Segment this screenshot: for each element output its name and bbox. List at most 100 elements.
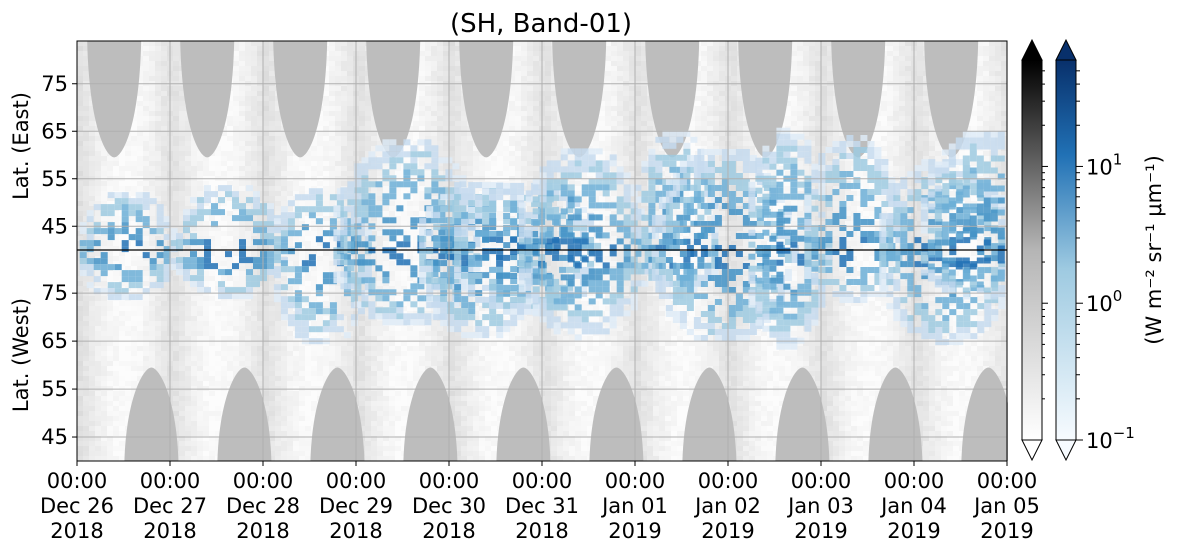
heatmap-cell [77, 416, 83, 421]
heatmap-cell [221, 321, 227, 326]
heatmap-cell [407, 371, 413, 376]
heatmap-cell [143, 111, 149, 116]
heatmap-cell [431, 196, 437, 201]
heatmap-cell [215, 216, 221, 221]
heatmap-cell [395, 366, 401, 371]
heatmap-cell [383, 211, 389, 216]
heatmap-cell [161, 191, 167, 196]
heatmap-cell [77, 451, 83, 456]
heatmap-cell [233, 371, 239, 376]
heatmap-cell [413, 361, 419, 366]
heatmap-cell [83, 156, 89, 161]
heatmap-cell [263, 126, 269, 131]
heatmap-cell [425, 356, 431, 361]
heatmap-cell [329, 126, 335, 131]
heatmap-cell [209, 376, 215, 381]
heatmap-cell [347, 96, 353, 101]
heatmap-cell [89, 341, 95, 346]
heatmap-cell [287, 366, 293, 371]
heatmap-cell [359, 41, 365, 46]
heatmap-cell [365, 451, 371, 456]
heatmap-cell [185, 316, 191, 321]
heatmap-cell [263, 66, 269, 71]
heatmap-cell [341, 156, 347, 161]
heatmap-cell [173, 361, 179, 366]
heatmap-cell [107, 156, 113, 161]
heatmap-cell [269, 331, 275, 336]
heatmap-cell [377, 171, 383, 176]
heatmap-cell [95, 436, 101, 441]
heatmap-cell [383, 436, 389, 441]
heatmap-cell [341, 146, 347, 151]
heatmap-cell [341, 51, 347, 56]
heatmap-cell [425, 41, 431, 46]
heatmap-cell [275, 311, 281, 316]
heatmap-cell [293, 366, 299, 371]
heatmap-cell [401, 426, 407, 431]
heatmap-cell [161, 201, 167, 206]
heatmap-cell [341, 166, 347, 171]
heatmap-cell [203, 306, 209, 311]
heatmap-cell [257, 246, 263, 251]
heatmap-cell [173, 126, 179, 131]
heatmap-cell [323, 126, 329, 131]
heatmap-cell [125, 346, 131, 351]
heatmap-cell [209, 431, 215, 436]
heatmap-cell [287, 236, 293, 241]
heatmap-cell [137, 146, 143, 151]
heatmap-cell [77, 421, 83, 426]
heatmap-cell [239, 116, 245, 121]
heatmap-cell [257, 66, 263, 71]
heatmap-cell [179, 436, 185, 441]
heatmap-cell [95, 411, 101, 416]
heatmap-cell [401, 211, 407, 216]
heatmap-cell [305, 451, 311, 456]
heatmap-cell [377, 276, 383, 281]
heatmap-cell [227, 266, 233, 271]
heatmap-cell [311, 221, 317, 226]
heatmap-cell [389, 206, 395, 211]
heatmap-cell [281, 441, 287, 446]
heatmap-cell [329, 76, 335, 81]
heatmap-cell [113, 166, 119, 171]
heatmap-cell [77, 156, 83, 161]
heatmap-cell [425, 91, 431, 96]
heatmap-cell [209, 236, 215, 241]
heatmap-cell [245, 226, 251, 231]
heatmap-cell [245, 311, 251, 316]
heatmap-cell [425, 61, 431, 66]
heatmap-cell [77, 161, 83, 166]
heatmap-cell [371, 121, 377, 126]
heatmap-cell [257, 46, 263, 51]
heatmap-cell [317, 321, 323, 326]
heatmap-cell [119, 436, 125, 441]
heatmap-cell [389, 421, 395, 426]
heatmap-cell [203, 346, 209, 351]
heatmap-cell [293, 256, 299, 261]
heatmap-cell [323, 151, 329, 156]
heatmap-cell [227, 196, 233, 201]
heatmap-cell [419, 51, 425, 56]
heatmap-cell [101, 296, 107, 301]
heatmap-cell [119, 351, 125, 356]
heatmap-cell [395, 381, 401, 386]
heatmap-cell [149, 131, 155, 136]
heatmap-cell [305, 411, 311, 416]
heatmap-cell [287, 206, 293, 211]
heatmap-cell [287, 361, 293, 366]
heatmap-cell [395, 331, 401, 336]
heatmap-cell [143, 71, 149, 76]
heatmap-cell [419, 301, 425, 306]
heatmap-cell [215, 301, 221, 306]
heatmap-cell [197, 331, 203, 336]
heatmap-cell [377, 346, 383, 351]
heatmap-cell [329, 331, 335, 336]
heatmap-cell [413, 306, 419, 311]
heatmap-cell [221, 401, 227, 406]
heatmap-cell [251, 296, 257, 301]
heatmap-cell [413, 96, 419, 101]
heatmap-cell [113, 181, 119, 186]
heatmap-cell [359, 351, 365, 356]
heatmap-cell [77, 186, 83, 191]
heatmap-cell [341, 76, 347, 81]
